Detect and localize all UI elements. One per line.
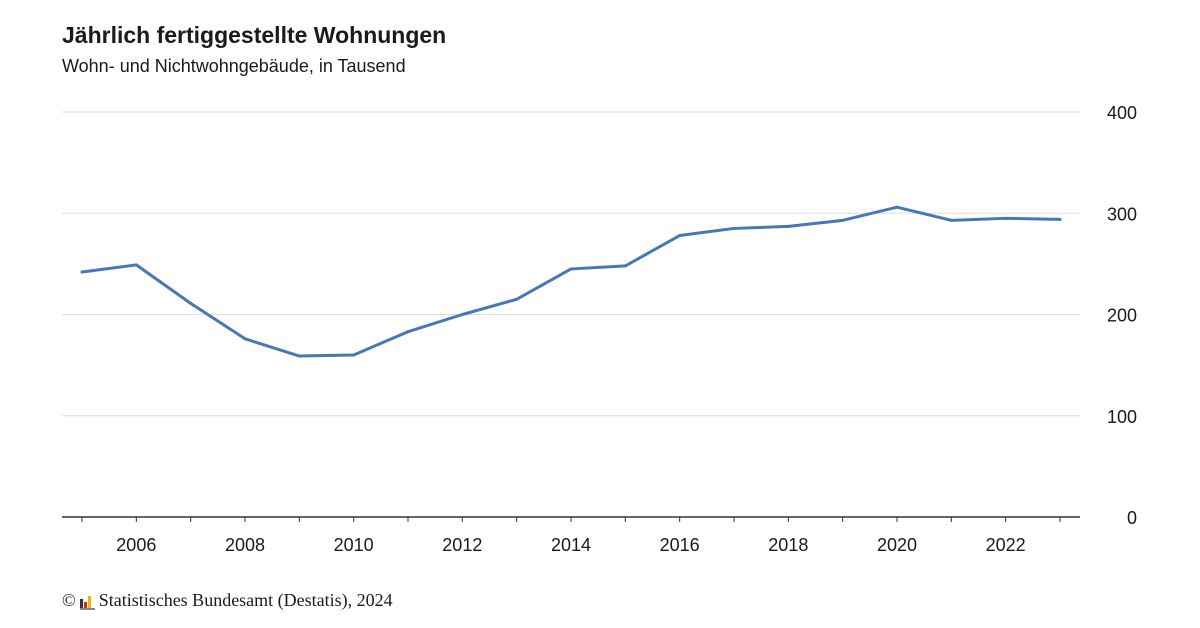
destatis-logo-icon [79,594,95,610]
y-tick-label: 400 [1107,103,1137,123]
x-tick-label: 2022 [986,535,1026,555]
x-tick-label: 2008 [225,535,265,555]
y-axis: 0 100 200 300 400 [1107,103,1137,528]
copyright-symbol: © [62,590,76,610]
x-tick-label: 2014 [551,535,591,555]
source-note: © Statistisches Bundesamt (Destatis), 20… [62,590,393,611]
x-tick-label: 2018 [768,535,808,555]
x-tick-label: 2016 [660,535,700,555]
x-tick-label: 2010 [334,535,374,555]
data-point [134,263,138,267]
y-tick-label: 0 [1127,508,1137,528]
data-point [243,337,247,341]
data-point [786,224,790,228]
data-point [895,205,899,209]
series-group [80,205,1062,358]
chart-subtitle: Wohn- und Nichtwohngebäude, in Tausend [62,56,406,76]
x-axis [62,516,1080,522]
data-point [569,267,573,271]
y-tick-label: 200 [1107,306,1137,326]
x-tick-label: 2006 [116,535,156,555]
grid-lines [62,111,1080,417]
data-point [732,226,736,230]
y-tick-label: 300 [1107,204,1137,224]
data-point [297,354,301,358]
x-tick-labels: 2006 2008 2010 2012 2014 2016 2018 2020 2022 [116,535,1025,555]
source-text: Statistisches Bundesamt (Destatis), 2024 [98,590,393,610]
data-point [460,313,464,316]
data-point [678,234,682,238]
data-point [406,330,410,334]
y-tick-label: 100 [1107,407,1137,427]
x-tick-label: 2012 [442,535,482,555]
data-point [189,301,193,305]
data-point [841,218,845,222]
data-point [1004,216,1008,220]
data-point [623,264,627,268]
data-point [515,297,519,301]
chart-title: Jährlich fertiggestellte Wohnungen [62,22,447,48]
data-point [949,218,953,222]
x-tick-label: 2020 [877,535,917,555]
series-line [80,205,1062,358]
data-point [1058,217,1062,221]
data-point [80,270,84,274]
data-point [352,353,356,357]
